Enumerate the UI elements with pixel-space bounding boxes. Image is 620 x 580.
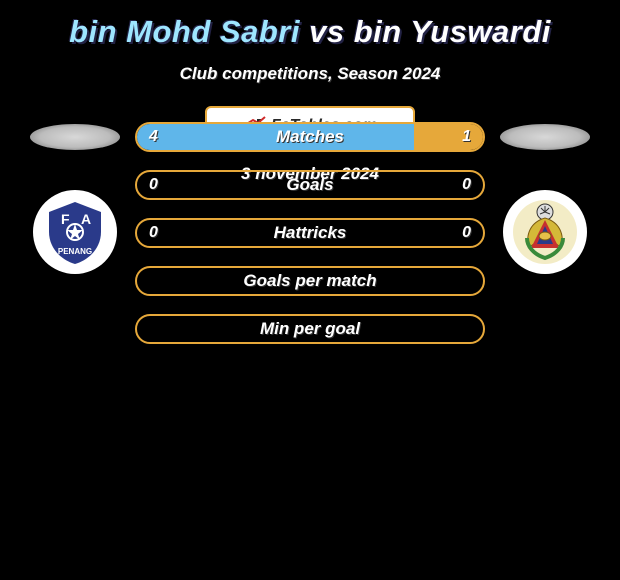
bar-label: Min per goal <box>181 319 439 339</box>
left-side: F A PENANG <box>15 110 135 274</box>
bar-value-left: 0 <box>137 176 181 194</box>
stat-bar: Min per goal <box>135 314 485 344</box>
bar-label: Goals per match <box>181 271 439 291</box>
bar-value-right: 0 <box>439 176 483 194</box>
page-title: bin Mohd Sabri vs bin Yuswardi <box>0 0 620 50</box>
club-crest-left: F A PENANG <box>33 190 117 274</box>
comparison-card: bin Mohd Sabri vs bin Yuswardi Club comp… <box>0 0 620 580</box>
stat-bars: 4Matches10Goals00Hattricks0Goals per mat… <box>135 110 485 344</box>
bar-value-right: 1 <box>439 128 483 146</box>
bar-value-right: 0 <box>439 224 483 242</box>
bar-value-left: 0 <box>137 224 181 242</box>
comparison-arena: F A PENANG 4Matches10Goals00Hattricks0Go… <box>0 110 620 344</box>
subtitle: Club competitions, Season 2024 <box>0 64 620 84</box>
crest-left-icon: F A PENANG <box>41 198 109 266</box>
stat-bar: Goals per match <box>135 266 485 296</box>
right-side <box>485 110 605 274</box>
player-shadow-left <box>30 124 120 150</box>
club-crest-right <box>503 190 587 274</box>
title-player1: bin Mohd Sabri <box>69 14 300 49</box>
title-vs: vs <box>309 14 344 49</box>
svg-text:F: F <box>61 211 70 227</box>
bar-value-left: 4 <box>137 128 181 146</box>
stat-bar: 0Hattricks0 <box>135 218 485 248</box>
player-shadow-right <box>500 124 590 150</box>
crest-right-icon <box>511 198 579 266</box>
bar-label: Goals <box>181 175 439 195</box>
stat-bar: 4Matches1 <box>135 122 485 152</box>
svg-text:A: A <box>81 211 91 227</box>
bar-label: Hattricks <box>181 223 439 243</box>
stat-bar: 0Goals0 <box>135 170 485 200</box>
title-player2: bin Yuswardi <box>354 14 551 49</box>
svg-text:PENANG: PENANG <box>58 247 92 256</box>
bar-label: Matches <box>181 127 439 147</box>
